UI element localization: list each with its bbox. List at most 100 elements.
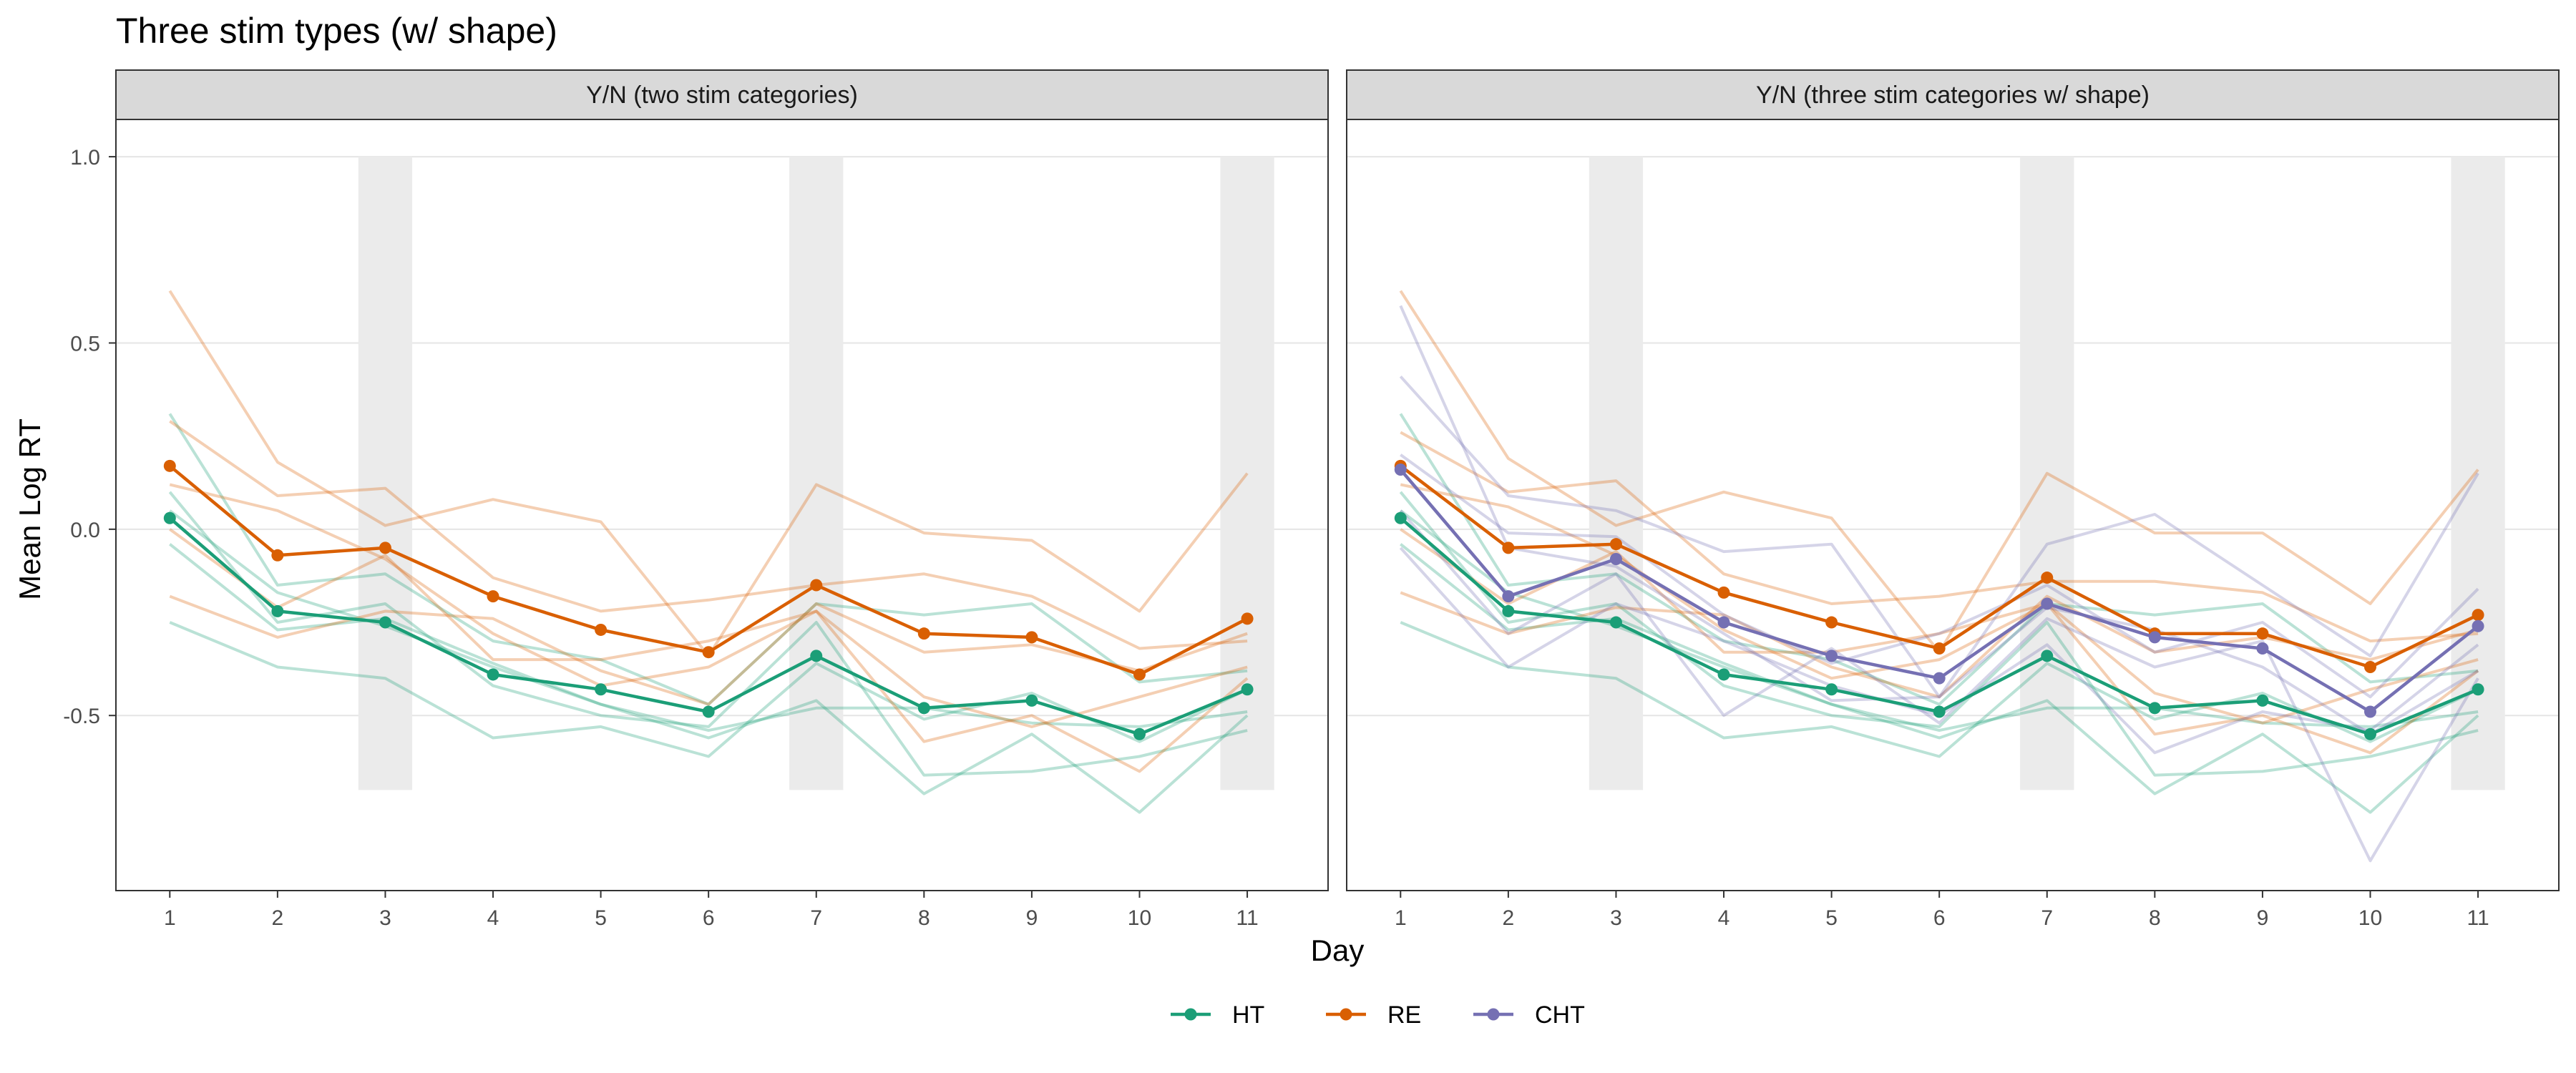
series-point-re [702, 646, 715, 659]
series-point-re [2256, 627, 2269, 640]
panels: Y/N (two stim categories) 1 2 3 4 5 6 7 8 9 10 11 1.… [63, 69, 2560, 930]
series-point-re [487, 590, 499, 603]
legend-key-point [1184, 1008, 1197, 1021]
series-point-ht [2041, 650, 2054, 662]
shaded-day-band [2020, 157, 2074, 790]
y-tick-label: -0.5 [63, 705, 100, 728]
series-point-cht [1717, 616, 1730, 629]
x-tick-label: 5 [595, 906, 607, 930]
series-point-ht [2148, 702, 2161, 715]
x-tick-label: 8 [2149, 906, 2161, 930]
series-point-ht [379, 616, 391, 629]
series-point-re [271, 549, 284, 562]
series-point-cht [2256, 642, 2269, 655]
individual-line-ht [169, 621, 1248, 758]
series-point-ht [2472, 683, 2484, 696]
x-tick-label: 10 [1128, 906, 1151, 930]
series-point-ht [702, 705, 715, 718]
series-point-ht [487, 668, 499, 681]
x-tick-label: 9 [2257, 906, 2269, 930]
series-point-ht [2363, 727, 2376, 740]
individual-line-cht [1400, 454, 2479, 699]
x-tick-label: 8 [918, 906, 930, 930]
series-point-ht [1394, 511, 1407, 524]
x-tick-label: 2 [272, 906, 284, 930]
series-point-re [595, 623, 608, 636]
individual-line-ht [169, 509, 1248, 733]
panel-2: Y/N (three stim categories w/ shape) 1 2 3 4… [1346, 69, 2560, 930]
individual-line-cht [1399, 375, 2479, 699]
series-point-ht [1609, 616, 1622, 629]
individual-line-re [169, 528, 1249, 773]
series-point-re [1025, 631, 1038, 644]
series-point-re [1933, 642, 1946, 655]
x-tick-label: 5 [1825, 906, 1838, 930]
panel-border [115, 119, 1329, 891]
shaded-day-band [1589, 157, 1644, 790]
x-tick-label: 6 [1933, 906, 1946, 930]
legend-item-cht: CHT [1473, 1001, 1585, 1029]
individual-line-cht [1399, 305, 2479, 736]
series-point-cht [2363, 705, 2376, 718]
individual-line-ht [1399, 491, 2479, 777]
series-point-cht [1933, 672, 1946, 685]
x-tick-label: 11 [2467, 906, 2489, 930]
series-point-cht [2148, 631, 2161, 644]
x-tick-label: 7 [2041, 906, 2053, 930]
series-point-cht [1825, 650, 1838, 662]
x-tick-label: 2 [1503, 906, 1515, 930]
y-tick-label: 0.0 [70, 519, 100, 542]
series-point-re [1825, 616, 1838, 629]
series-point-ht [1241, 683, 1254, 696]
series-point-ht [1025, 694, 1038, 707]
series-point-ht [917, 702, 930, 715]
shaded-day-band [358, 157, 413, 790]
individual-line-re [169, 483, 1248, 728]
individual-line-ht [168, 491, 1248, 777]
series-point-re [1241, 612, 1254, 625]
x-tick-label: 11 [1236, 906, 1258, 930]
series-point-ht [810, 650, 823, 662]
x-tick-label: 3 [379, 906, 391, 930]
x-tick-label: 7 [810, 906, 822, 930]
series-point-cht [2041, 597, 2054, 610]
x-tick-label: 10 [2358, 906, 2382, 930]
legend-key-point [1340, 1008, 1352, 1021]
series-point-ht [1502, 604, 1515, 617]
series-point-cht [1502, 590, 1515, 603]
series-point-ht [2256, 694, 2269, 707]
series-point-ht [1717, 668, 1730, 681]
x-tick-label: 6 [703, 906, 715, 930]
x-tick-label: 4 [1718, 906, 1730, 930]
individual-line-ht [169, 543, 1249, 814]
series-point-re [379, 542, 391, 554]
strip-label: Y/N (three stim categories w/ shape) [1756, 82, 2150, 109]
y-tick-label: 0.5 [70, 332, 100, 356]
series-point-ht [271, 604, 284, 617]
series-point-re [1133, 668, 1146, 681]
series-point-ht [595, 683, 608, 696]
shaded-day-band [789, 157, 844, 790]
individual-line-cht [1399, 509, 2479, 863]
individual-line-ht [1400, 543, 2479, 814]
legend-label: RE [1387, 1001, 1421, 1029]
series-point-cht [1609, 553, 1622, 566]
series-point-re [1502, 542, 1515, 554]
panel-1: Y/N (two stim categories) 1 2 3 4 5 6 7 8 9 10 11 1.… [63, 69, 1329, 930]
legend-item-re: RE [1326, 1001, 1421, 1029]
series-point-re [163, 459, 176, 472]
strip-label: Y/N (two stim categories) [586, 82, 858, 109]
legend-label: CHT [1535, 1001, 1585, 1029]
legend-key-point [1487, 1008, 1500, 1021]
individual-line-re [169, 420, 1248, 650]
individual-line-re [1400, 528, 2479, 755]
legend: HT RE CHT [1171, 1001, 1585, 1029]
series-point-re [1717, 586, 1730, 599]
y-axis-title: Mean Log RT [13, 418, 47, 600]
individual-line-ht [168, 413, 1248, 706]
legend-label: HT [1232, 1001, 1264, 1029]
individual-line-ht [1400, 509, 2479, 733]
series-point-re [810, 579, 823, 592]
panel-border [1346, 119, 2560, 891]
